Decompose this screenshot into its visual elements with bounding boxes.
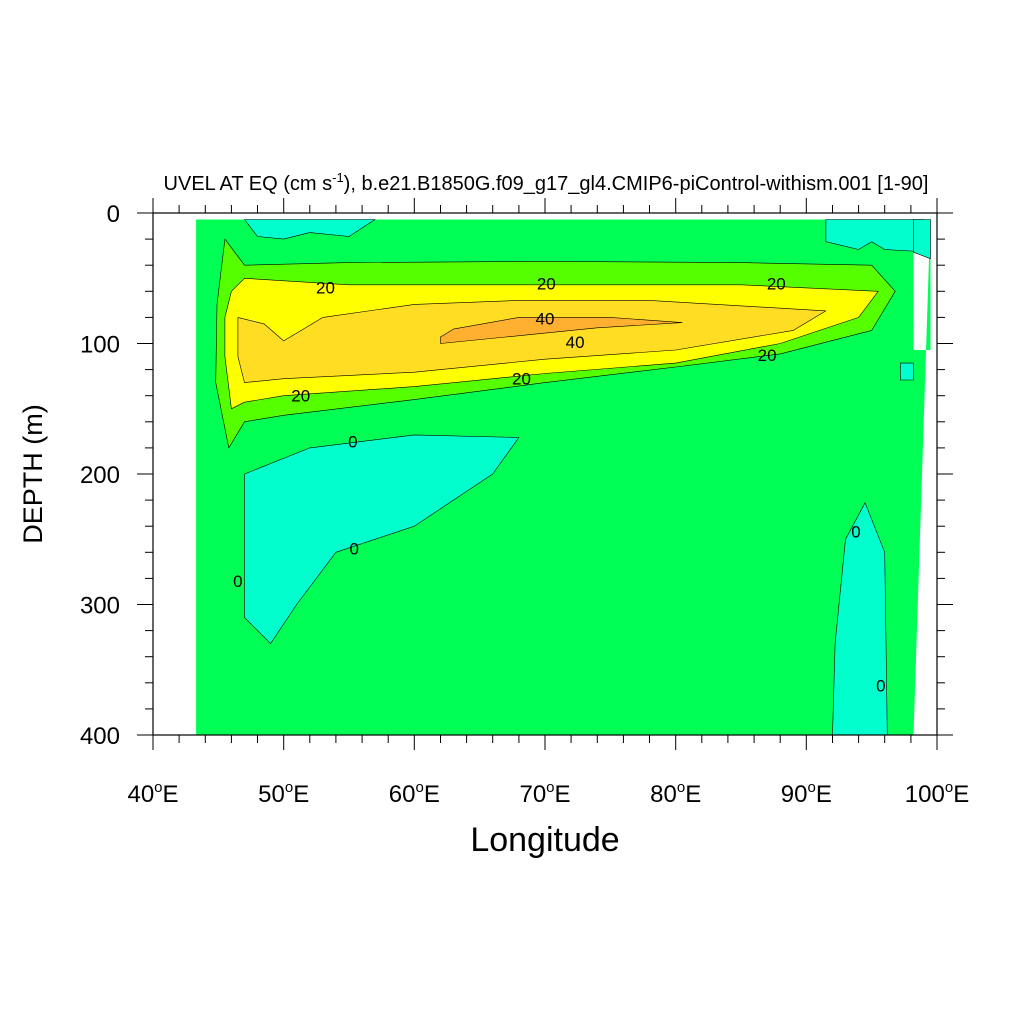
- contour-fill-regions: [196, 213, 931, 736]
- contour-region-negative-1: [244, 219, 376, 240]
- x-tick-label-70: 70oE: [519, 779, 570, 808]
- contour-label-12: 0: [876, 676, 885, 695]
- x-axis-title: Longitude: [470, 821, 619, 859]
- contour-label-2: 20: [767, 275, 786, 294]
- chart-title-superscript: -1: [332, 170, 344, 185]
- contour-region-30-to-40-9: [237, 300, 827, 383]
- x-tick-label-90: 90oE: [781, 779, 832, 808]
- contour-label-4: 40: [566, 333, 585, 352]
- contour-region-negative-3: [913, 219, 931, 260]
- contour-label-6: 20: [512, 370, 531, 389]
- contour-label-9: 0: [349, 539, 358, 558]
- y-axis-ticks: [137, 212, 953, 736]
- contour-label-3: 40: [536, 310, 555, 329]
- x-tick-label-60: 60oE: [389, 779, 440, 808]
- x-tick-label-100: 100oE: [905, 779, 969, 808]
- y-tick-label-0: 0: [107, 201, 120, 228]
- contour-label-0: 20: [316, 278, 335, 297]
- y-tick-label-300: 300: [80, 593, 120, 620]
- x-axis-ticks: [152, 198, 938, 750]
- x-tick-label-50: 50oE: [258, 779, 309, 808]
- contour-label-10: 0: [233, 572, 242, 591]
- contour-region-negative-6: [900, 362, 914, 381]
- y-tick-label-400: 400: [80, 723, 120, 750]
- contour-region-above-40-10: [440, 317, 683, 344]
- chart-title-main: UVEL AT EQ (cm s: [164, 173, 333, 195]
- contour-label-5: 20: [758, 346, 777, 365]
- chart-title: UVEL AT EQ (cm s-1), b.e21.B1850G.f09_g1…: [164, 170, 929, 195]
- contour-labels: 20 20 20 40 40 20 20 20 0 0 0 0 0: [233, 275, 885, 696]
- y-tick-label-200: 200: [80, 462, 120, 489]
- y-tick-label-100: 100: [80, 332, 120, 359]
- y-axis-title: DEPTH (m): [18, 404, 48, 543]
- contour-region-negative-4: [244, 434, 520, 644]
- contour-label-1: 20: [537, 275, 556, 294]
- contour-label-8: 0: [348, 432, 357, 451]
- y-axis-tick-labels: 0 100 200 300 400: [80, 201, 120, 750]
- x-tick-label-80: 80oE: [650, 779, 701, 808]
- contour-label-7: 20: [291, 387, 310, 406]
- x-tick-label-40: 40oE: [127, 779, 178, 808]
- x-axis-tick-labels: 40oE 50oE 60oE 70oE 80oE 90oE 100oE: [127, 779, 969, 808]
- contour-label-11: 0: [851, 522, 860, 541]
- chart-title-rest: ), b.e21.B1850G.f09_g17_gl4.CMIP6-piCont…: [344, 173, 929, 195]
